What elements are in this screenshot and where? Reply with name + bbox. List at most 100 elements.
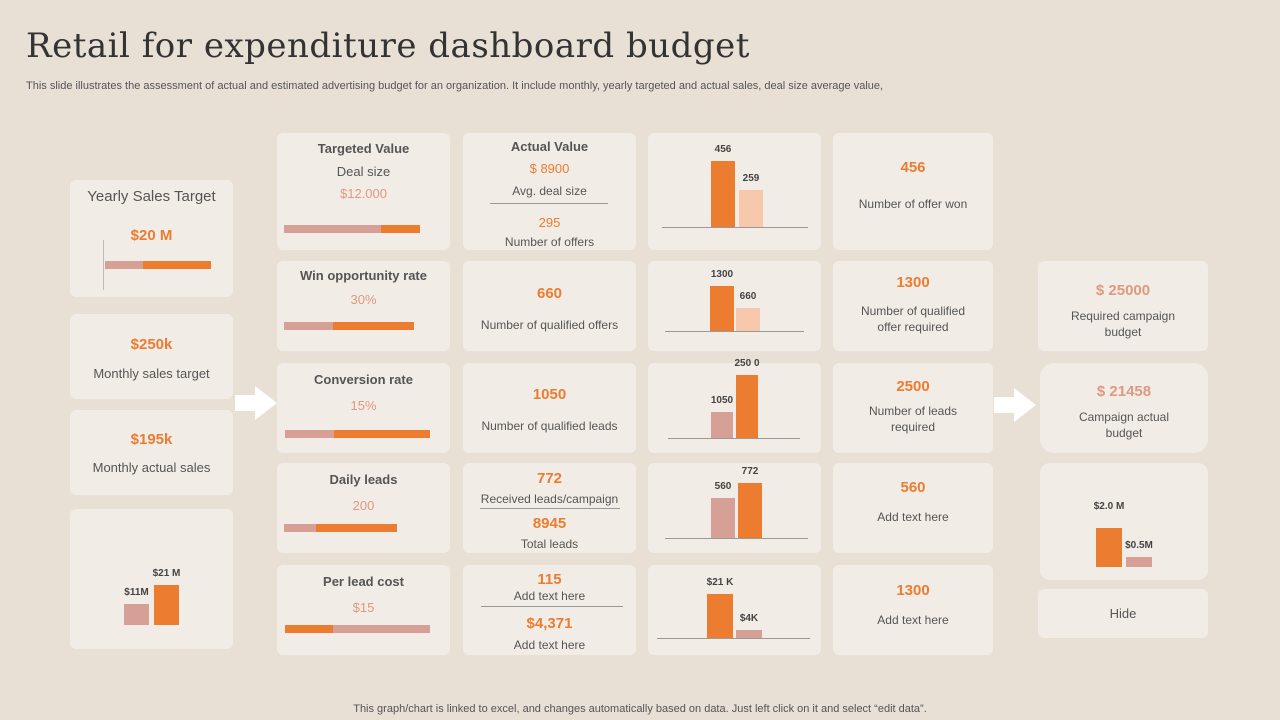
result-card-2: 1300 Number of qualified offer required — [833, 261, 993, 351]
page-subtitle: This slide illustrates the assessment of… — [26, 80, 884, 92]
footer-note: This graph/chart is linked to excel, and… — [353, 703, 927, 715]
metric-value: 15% — [350, 398, 377, 413]
actual-label-2: Add text here — [513, 638, 586, 652]
chart-bar — [1096, 528, 1122, 567]
page-title: Retail for expenditure dashboard budget — [26, 26, 750, 66]
required-budget-card: $ 25000 Required campaign budget — [1038, 261, 1208, 351]
hide-button[interactable]: Hide — [1038, 589, 1208, 638]
metric-title: Conversion rate — [314, 372, 413, 387]
chart-bar — [738, 483, 762, 538]
chart-card-2: 1300 660 — [648, 261, 821, 351]
chart-bar — [739, 190, 763, 227]
chart-bar — [736, 375, 758, 438]
required-budget-label: Required campaign budget — [1070, 309, 1176, 339]
arrow-head-icon — [255, 386, 277, 420]
required-budget-value: $ 25000 — [1095, 282, 1151, 299]
chart-bar — [707, 594, 733, 638]
chart-bar — [154, 585, 179, 625]
metric-card-3: Conversion rate 15% — [277, 363, 450, 453]
result-value: 456 — [900, 159, 926, 176]
chart-axis — [665, 538, 808, 539]
result-label: Add text here — [877, 613, 949, 627]
metric-title: Targeted Value — [317, 141, 410, 156]
metric-progress-bar — [284, 225, 420, 233]
result-card-5: 1300 Add text here — [833, 565, 993, 655]
chart-card-4: 560 772 — [648, 463, 821, 553]
metric-title: Daily leads — [329, 472, 398, 487]
actual-offers-value: 295 — [538, 215, 561, 230]
yearly-sales-bar — [105, 261, 211, 269]
chart-bar — [711, 412, 733, 438]
monthly-actual-label: Monthly actual sales — [92, 460, 211, 475]
chart-bar-label: 660 — [739, 291, 757, 302]
metric-value: $12.000 — [340, 186, 387, 201]
chart-axis — [662, 227, 808, 228]
chart-bar-label: 772 — [741, 466, 759, 477]
chart-bar — [711, 161, 735, 227]
result-card-4: 560 Add text here — [833, 463, 993, 553]
metric-value: 30% — [350, 292, 377, 307]
arrow-right-icon-2 — [994, 397, 1016, 413]
result-value: 2500 — [896, 378, 930, 395]
metric-progress-bar — [285, 430, 430, 438]
chart-bar-label: $4K — [739, 613, 759, 624]
metric-subtitle: Deal size — [336, 164, 391, 179]
metric-value: 200 — [352, 498, 375, 513]
actual-value: 660 — [536, 285, 563, 302]
chart-bar-label: 1050 — [710, 395, 734, 406]
actual-value-2: $4,371 — [526, 615, 573, 632]
result-label: Number of qualified offer required — [860, 304, 966, 334]
actual-total-value: 8945 — [532, 515, 567, 532]
chart-bar — [736, 308, 760, 331]
yearly-sales-card: Yearly Sales Target $20 M — [70, 180, 233, 297]
actual-card-4: 772 Received leads/campaign 8945 Total l… — [463, 463, 636, 553]
actual-offers-label: Number of offers — [504, 235, 595, 249]
chart-axis — [668, 438, 800, 439]
actual-card-5: 115 Add text here $4,371 Add text here — [463, 565, 636, 655]
result-value: 560 — [900, 479, 926, 496]
actual-budget-card: $ 21458 Campaign actual budget — [1040, 363, 1208, 453]
actual-deal-value: $ 8900 — [529, 161, 570, 176]
metric-progress-bar — [285, 625, 430, 633]
monthly-target-label: Monthly sales target — [93, 366, 210, 381]
result-label: Add text here — [877, 510, 949, 524]
divider — [490, 203, 608, 204]
metric-title: Per lead cost — [323, 574, 404, 589]
arrow-head-icon-2 — [1014, 388, 1036, 422]
chart-card-5: $21 K $4K — [648, 565, 821, 655]
metric-card-2: Win opportunity rate 30% — [277, 261, 450, 351]
yearly-chart-card: $11M $21 M — [70, 509, 233, 649]
yearly-sales-label: Yearly Sales Target — [87, 188, 216, 205]
metric-card-1: Targeted Value Deal size $12.000 — [277, 133, 450, 250]
actual-deal-label: Avg. deal size — [512, 184, 587, 198]
chart-bar-label: 250 0 — [734, 358, 760, 369]
chart-bar-label: $21 K — [706, 577, 734, 588]
monthly-actual-card: $195k Monthly actual sales — [70, 410, 233, 495]
chart-bar-label: 259 — [742, 173, 760, 184]
actual-total-label: Total leads — [520, 537, 579, 551]
chart-bar — [710, 286, 734, 331]
result-label: Number of offer won — [858, 197, 968, 211]
actual-budget-value: $ 21458 — [1096, 383, 1152, 400]
actual-leads-label: Received leads/campaign — [480, 492, 619, 506]
monthly-actual-value: $195k — [130, 431, 173, 448]
chart-bar — [711, 498, 735, 538]
metric-title: Win opportunity rate — [300, 268, 427, 283]
result-value: 1300 — [896, 582, 930, 599]
budget-chart-card: $2.0 M $0.5M — [1040, 463, 1208, 580]
divider — [481, 606, 623, 607]
chart-bar-label: 1300 — [710, 269, 734, 280]
chart-card-3: 1050 250 0 — [648, 359, 821, 453]
metric-card-4: Daily leads 200 — [277, 463, 450, 553]
metric-progress-bar — [284, 524, 397, 532]
actual-card-1: Actual Value $ 8900 Avg. deal size 295 N… — [463, 133, 636, 250]
actual-label: Number of qualified offers — [480, 318, 619, 332]
chart-bar-label: $2.0 M — [1093, 501, 1125, 512]
metric-value: $15 — [352, 600, 375, 615]
actual-card-2: 660 Number of qualified offers — [463, 261, 636, 351]
monthly-target-value: $250k — [130, 336, 173, 353]
actual-card-3: 1050 Number of qualified leads — [463, 363, 636, 453]
actual-value: 115 — [537, 571, 562, 588]
chart-bar-label: $21 M — [152, 568, 181, 579]
hide-label: Hide — [1109, 606, 1137, 621]
